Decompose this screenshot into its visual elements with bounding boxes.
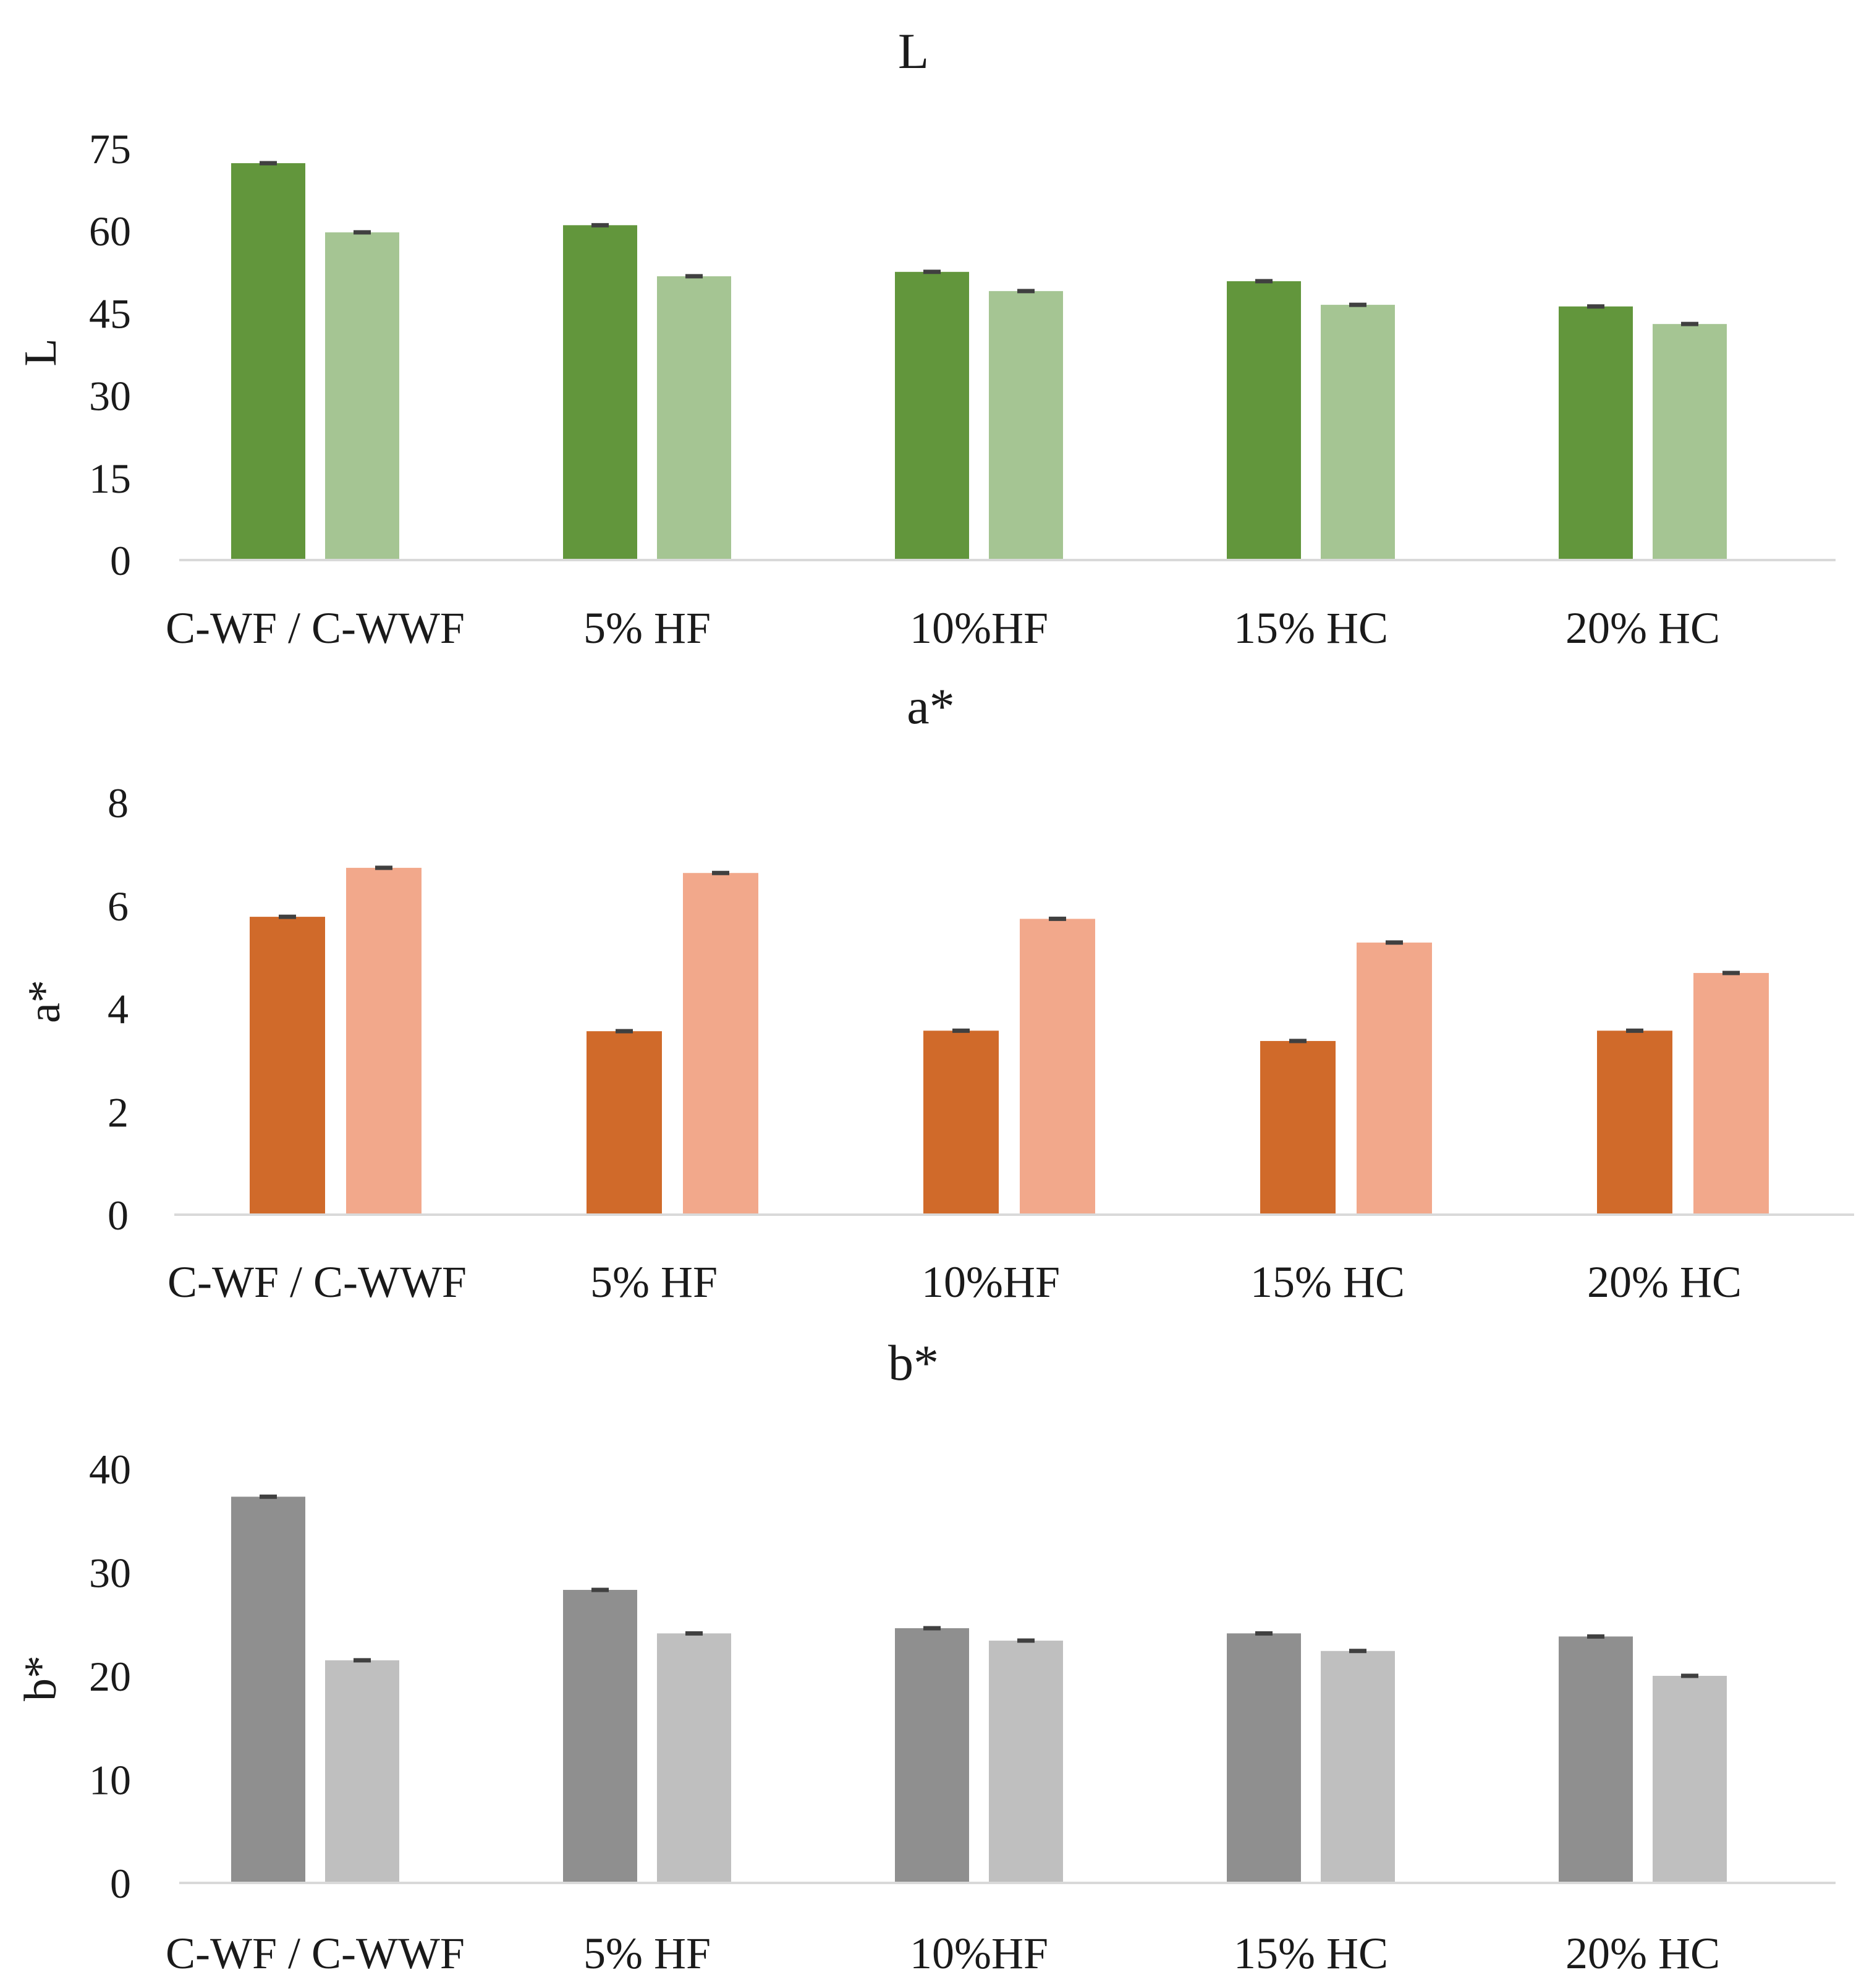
b-bar-series1	[1227, 1633, 1301, 1883]
a-chart-panel: a* a* 0 2 4 6 8 C-WF / C-WWF 5% HF 10%HF 15% HC…	[19, 678, 1854, 1307]
a-bars	[250, 867, 1769, 1215]
l-bar-series2	[1321, 305, 1395, 560]
a-y-tick-label: 0	[108, 1192, 129, 1239]
l-x-category-label: 20% HC	[1565, 603, 1720, 653]
a-bar-series2	[1357, 942, 1432, 1215]
b-chart-title: b*	[888, 1335, 939, 1391]
b-bar-series1	[895, 1628, 969, 1883]
a-y-tick-label: 2	[108, 1089, 129, 1136]
b-bar-series2	[325, 1660, 399, 1883]
l-bar-series1	[231, 163, 305, 560]
a-bar-series1	[587, 1031, 662, 1215]
l-bar-series1	[563, 225, 637, 560]
b-bar-series2	[989, 1641, 1063, 1883]
l-y-axis-label: L	[15, 338, 66, 366]
b-bar-series1	[1559, 1636, 1633, 1883]
l-chart-panel: L L 0 15 30 45 60 75 C-WF / C-WWF 5% HF 10%HF 15…	[15, 23, 1836, 653]
b-bars	[231, 1497, 1727, 1883]
b-x-category-label: 10%HF	[910, 1929, 1048, 1978]
a-y-tick-label: 6	[108, 883, 129, 930]
b-bar-series2	[1321, 1650, 1395, 1883]
a-x-categories: C-WF / C-WWF 5% HF 10%HF 15% HC 20% HC	[167, 1257, 1742, 1307]
b-bar-series2	[1653, 1676, 1727, 1883]
b-y-ticks: 0 10 20 30 40	[89, 1446, 131, 1907]
a-bar-series1	[250, 917, 325, 1215]
l-bar-series2	[325, 232, 399, 560]
b-chart-panel: b* b* 0 10 20 30 40 C-WF / C-WWF 5% HF 10%HF 15…	[15, 1335, 1836, 1978]
b-x-category-label: 15% HC	[1234, 1929, 1388, 1978]
a-bar-series2	[346, 867, 422, 1215]
l-x-category-label: 15% HC	[1234, 603, 1388, 653]
l-error-bars	[260, 161, 1698, 326]
a-bar-series2	[1693, 972, 1769, 1215]
a-bar-series2	[683, 873, 758, 1215]
b-bar-series1	[563, 1589, 637, 1883]
b-y-tick-label: 30	[89, 1550, 131, 1597]
l-bar-series2	[657, 276, 731, 560]
b-y-tick-label: 0	[110, 1860, 131, 1907]
b-y-axis-label: b*	[15, 1655, 66, 1701]
b-error-bars	[260, 1494, 1698, 1678]
l-y-tick-label: 75	[89, 125, 131, 172]
l-bar-series1	[1227, 281, 1301, 560]
l-y-tick-label: 60	[89, 208, 131, 255]
a-bar-series2	[1020, 919, 1095, 1215]
l-y-tick-label: 30	[89, 373, 131, 420]
l-bar-series2	[1653, 324, 1727, 560]
b-x-category-label: C-WF / C-WWF	[166, 1929, 465, 1978]
l-x-category-label: C-WF / C-WWF	[166, 603, 465, 653]
a-bar-series1	[1597, 1030, 1672, 1215]
b-bar-series2	[657, 1633, 731, 1883]
a-chart-title: a*	[907, 678, 954, 734]
b-x-category-label: 5% HF	[583, 1929, 711, 1978]
a-x-category-label: 20% HC	[1587, 1257, 1742, 1307]
l-x-category-label: 5% HF	[583, 603, 711, 653]
l-x-categories: C-WF / C-WWF 5% HF 10%HF 15% HC 20% HC	[166, 603, 1720, 653]
a-x-category-label: C-WF / C-WWF	[167, 1257, 467, 1307]
a-y-axis-label: a*	[19, 980, 70, 1023]
b-x-category-label: 20% HC	[1565, 1929, 1720, 1978]
l-bar-series1	[895, 271, 969, 560]
a-error-bars	[279, 865, 1740, 1043]
l-y-ticks: 0 15 30 45 60 75	[89, 125, 131, 584]
a-y-tick-label: 4	[108, 986, 129, 1033]
l-bar-series1	[1559, 306, 1633, 560]
a-x-category-label: 10%HF	[921, 1257, 1060, 1307]
l-bars	[231, 163, 1727, 560]
l-y-tick-label: 45	[89, 290, 131, 337]
a-y-ticks: 0 2 4 6 8	[108, 779, 129, 1239]
l-bar-series2	[989, 291, 1063, 560]
a-x-category-label: 15% HC	[1250, 1257, 1405, 1307]
b-y-tick-label: 20	[89, 1653, 131, 1700]
b-bar-series1	[231, 1497, 305, 1883]
a-bar-series1	[1260, 1041, 1336, 1215]
l-chart-title: L	[898, 23, 929, 79]
a-x-category-label: 5% HF	[590, 1257, 718, 1307]
l-x-category-label: 10%HF	[910, 603, 1048, 653]
l-y-tick-label: 0	[110, 537, 131, 584]
a-bar-series1	[923, 1030, 999, 1215]
l-y-tick-label: 15	[89, 455, 131, 502]
b-y-tick-label: 10	[89, 1757, 131, 1804]
a-y-tick-label: 8	[108, 779, 129, 826]
b-x-categories: C-WF / C-WWF 5% HF 10%HF 15% HC 20% HC	[166, 1929, 1720, 1978]
b-y-tick-label: 40	[89, 1446, 131, 1493]
